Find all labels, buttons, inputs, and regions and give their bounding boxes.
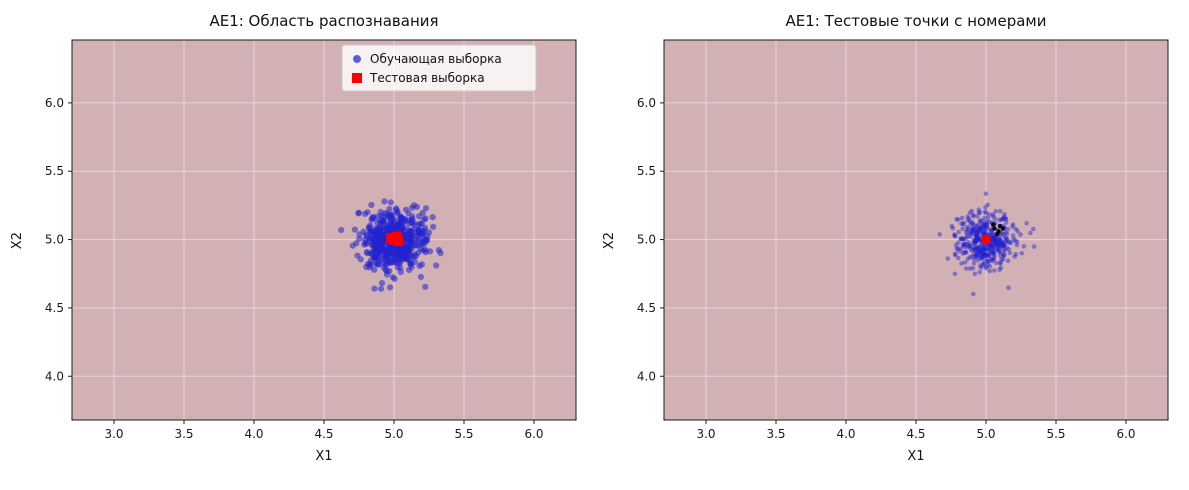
- grid-lines: [664, 40, 1168, 420]
- y-axis-label-right: X2: [601, 232, 617, 250]
- x-axis-label-left: X1: [315, 449, 333, 464]
- y-axis-label-right-col: X2: [601, 34, 617, 448]
- y-axis-label-left: X2: [9, 232, 25, 250]
- scatter-plot-right: 3.0 3.5 4.0 4.5 5.0 5.5 6.0 4.0 4.5 5.0 5.5 6.0: [637, 39, 1169, 441]
- y-tick-label: 5.5: [45, 164, 64, 178]
- y-tick-label: 6.0: [45, 96, 64, 110]
- legend-label-1: Тестовая выборка: [369, 71, 485, 85]
- y-axis-label-left-col: X2: [9, 34, 25, 448]
- scatter-plot-left: 3.0 3.5 4.0 4.5 5.0 5.5 6.0 4.0 4.5 5.0 5.5 6.0 Обуч…: [45, 39, 577, 441]
- x-tick-label: 3.5: [766, 427, 785, 441]
- y-tick-label: 5.0: [45, 233, 64, 247]
- x-tick-label: 3.0: [104, 427, 123, 441]
- x-tick-label: 3.0: [696, 427, 715, 441]
- tick-labels: 3.0 3.5 4.0 4.5 5.0 5.5 6.0 4.0 4.5 5.0 5.5 6.0: [45, 96, 544, 441]
- x-tick-label: 4.0: [836, 427, 855, 441]
- x-tick-label: 4.5: [314, 427, 333, 441]
- y-tick-label: 4.0: [637, 369, 656, 383]
- y-tick-label: 4.5: [45, 301, 64, 315]
- x-tick-label: 5.0: [976, 427, 995, 441]
- series-2-points: [981, 235, 991, 245]
- y-tick-label: 5.0: [637, 233, 656, 247]
- x-tick-label: 5.0: [384, 427, 403, 441]
- y-tick-label: 4.5: [637, 301, 656, 315]
- decision-region: [72, 40, 576, 420]
- x-tick-label: 3.5: [174, 427, 193, 441]
- grid-lines: [72, 40, 576, 420]
- x-tick-label: 6.0: [524, 427, 543, 441]
- chart-title-right: AE1: Тестовые точки с номерами: [785, 12, 1047, 30]
- series-1-points: [386, 231, 404, 246]
- plot-body-left: X2 3.0 3.5 4.0 4.5 5.0 5.5 6.0 4.0 4.5 5.0 5.5 6.0 О…: [10, 34, 584, 448]
- subplot-recognition-region: AE1: Область распознавания X2 3.0 3.5 4.0 4…: [10, 8, 584, 466]
- subplot-test-points: AE1: Тестовые точки с номерами X2 3.0 3.5…: [602, 8, 1176, 466]
- series-1-points: [990, 222, 1005, 237]
- figure: AE1: Область распознавания X2 3.0 3.5 4.0 4…: [9, 8, 1176, 466]
- x-tick-label: 4.5: [906, 427, 925, 441]
- x-tick-label: 6.0: [1116, 427, 1135, 441]
- x-axis-label-right: X1: [907, 449, 925, 464]
- legend-swatch-circle: [353, 55, 361, 63]
- series-0-points: [937, 191, 1037, 297]
- chart-title-left: AE1: Область распознавания: [209, 12, 439, 30]
- series-0-points: [338, 198, 444, 292]
- y-tick-label: 5.5: [637, 164, 656, 178]
- x-tick-label: 4.0: [244, 427, 263, 441]
- legend-label-0: Обучающая выборка: [370, 52, 502, 66]
- legend-swatch-square: [352, 73, 362, 83]
- x-tick-label: 5.5: [1046, 427, 1065, 441]
- decision-region: [664, 40, 1168, 420]
- y-tick-label: 4.0: [45, 369, 64, 383]
- tick-labels: 3.0 3.5 4.0 4.5 5.0 5.5 6.0 4.0 4.5 5.0 5.5 6.0: [637, 96, 1136, 441]
- x-tick-label: 5.5: [454, 427, 473, 441]
- y-tick-label: 6.0: [637, 96, 656, 110]
- legend: Обучающая выборка Тестовая выборка: [341, 44, 537, 92]
- plot-body-right: X2 3.0 3.5 4.0 4.5 5.0 5.5 6.0 4.0 4.5 5.0 5.5 6.0: [602, 34, 1176, 448]
